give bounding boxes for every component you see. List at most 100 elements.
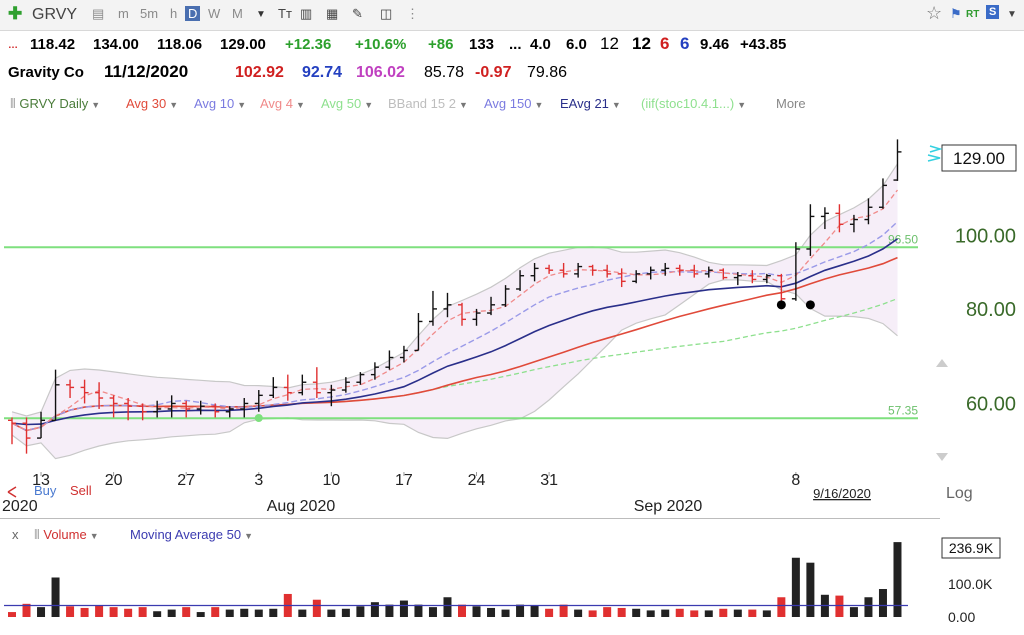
volume-bar[interactable] [458, 604, 466, 617]
volume-bar[interactable] [719, 608, 728, 617]
ohlc-bar[interactable] [748, 270, 757, 284]
ohlc-bar[interactable] [51, 369, 60, 422]
pencil-icon[interactable]: ✎ [352, 6, 363, 21]
volume-bar[interactable] [574, 609, 583, 617]
ohlc-bar[interactable] [559, 262, 568, 278]
volume-close-icon[interactable]: x [12, 527, 19, 542]
volume-bar[interactable] [472, 606, 481, 617]
timeframe-hour[interactable]: h [170, 6, 178, 21]
volume-bar[interactable] [849, 607, 858, 617]
ohlc-bar[interactable] [37, 411, 46, 439]
volume-bar[interactable] [690, 610, 699, 617]
ohlc-bar[interactable] [835, 204, 844, 233]
volume-bar[interactable] [22, 603, 31, 617]
volume-bar[interactable] [661, 609, 670, 617]
timeframe-weekly[interactable]: W [208, 6, 221, 21]
ohlc-bar[interactable] [95, 382, 104, 409]
ohlc-bar[interactable] [733, 272, 742, 286]
ohlc-bar[interactable] [849, 214, 858, 233]
volume-bar[interactable] [617, 607, 626, 617]
ohlc-bar[interactable] [269, 377, 278, 399]
timeframe-minute[interactable]: m [118, 6, 129, 21]
ohlc-bar[interactable] [138, 403, 147, 421]
ohlc-bar[interactable] [327, 384, 336, 407]
ohlc-bar[interactable] [414, 313, 423, 352]
volume-bar[interactable] [124, 608, 133, 617]
ohlc-bar[interactable] [893, 139, 902, 181]
volume-bar[interactable] [167, 609, 176, 617]
volume-bar[interactable] [182, 607, 191, 617]
ohlc-bar[interactable] [167, 395, 176, 418]
ohlc-bar[interactable] [574, 262, 583, 278]
volume-bar[interactable] [196, 612, 205, 617]
scale-log-toggle[interactable]: Log [946, 485, 973, 502]
volume-bar[interactable] [704, 610, 713, 617]
ohlc-bar[interactable] [341, 377, 350, 393]
star-icon[interactable]: ☆ [926, 3, 943, 23]
volume-bar[interactable] [675, 608, 684, 617]
ohlc-bar[interactable] [458, 302, 466, 326]
ohlc-bar[interactable] [22, 417, 31, 454]
volume-bar[interactable] [225, 609, 234, 617]
ohlc-bar[interactable] [501, 285, 510, 307]
ohlc-bar[interactable] [472, 308, 481, 326]
volume-bar[interactable] [385, 604, 394, 617]
legend-avg50[interactable]: Avg 50 ▼ [321, 96, 374, 111]
volume-bar[interactable] [762, 610, 771, 617]
ohlc-bar[interactable] [545, 264, 554, 274]
volume-bar[interactable] [878, 589, 887, 617]
ohlc-bar[interactable] [777, 273, 786, 305]
volume-bar[interactable] [559, 604, 568, 617]
ohlc-bar[interactable] [487, 296, 496, 316]
ohlc-bar[interactable] [356, 372, 365, 385]
ohlc-bar[interactable] [878, 178, 887, 209]
ohlc-bar[interactable] [661, 262, 670, 276]
volume-bar[interactable] [777, 597, 786, 617]
ohlc-bar[interactable] [791, 242, 800, 301]
volume-bar[interactable] [8, 612, 16, 617]
ohlc-bar[interactable] [370, 362, 379, 380]
volume-legend-item[interactable]: ⦀ Volume ▼ [34, 527, 99, 542]
volume-bar[interactable] [414, 604, 423, 617]
volume-bar[interactable] [791, 557, 800, 617]
ohlc-bar[interactable] [109, 395, 118, 418]
volume-bar[interactable] [66, 606, 75, 617]
ohlc-bar[interactable] [283, 374, 292, 401]
volume-bar[interactable] [487, 607, 496, 617]
ohlc-bar[interactable] [66, 379, 75, 399]
bar-chart-icon[interactable]: ▥ [300, 6, 313, 21]
ohlc-bar[interactable] [399, 345, 408, 363]
ohlc-bar[interactable] [312, 367, 321, 399]
ohlc-bar[interactable] [254, 390, 263, 412]
timeframe-monthly[interactable]: M [232, 6, 243, 21]
volume-bar[interactable] [603, 607, 612, 617]
ohlc-bar[interactable] [646, 266, 655, 280]
sell-label[interactable]: Sell [70, 483, 92, 498]
volume-bar[interactable] [835, 595, 844, 617]
ohlc-bar[interactable] [124, 398, 133, 421]
timeframe-daily[interactable]: D [185, 6, 201, 21]
volume-bar[interactable] [588, 610, 597, 617]
volume-bar[interactable] [211, 607, 220, 617]
legend-custom[interactable]: (iif(stoc10.4.1...) ▼ [641, 96, 747, 111]
buy-marker[interactable] [254, 414, 263, 423]
symbol-label[interactable]: GRVY [32, 6, 78, 23]
timeframe-dropdown-icon[interactable]: ▼ [256, 9, 266, 20]
ohlc-bar[interactable] [588, 264, 597, 276]
volume-bar[interactable] [356, 606, 365, 617]
buy-sell-icon[interactable] [7, 486, 17, 498]
volume-bar[interactable] [443, 597, 452, 617]
ohlc-bar[interactable] [762, 273, 771, 284]
volume-bar[interactable] [51, 577, 60, 618]
legend-avg30[interactable]: Avg 30 ▼ [126, 96, 179, 111]
ohlc-bar[interactable] [8, 417, 16, 445]
signal-dot[interactable] [805, 300, 815, 310]
date-badge[interactable]: 9/16/2020 [813, 486, 871, 501]
ohlc-bar[interactable] [428, 290, 437, 326]
volume-bar[interactable] [95, 605, 104, 617]
ohlc-bar[interactable] [298, 374, 307, 396]
scroll-up-icon[interactable] [936, 359, 948, 367]
ohlc-bar[interactable] [211, 403, 220, 418]
ohlc-bar[interactable] [719, 268, 728, 280]
